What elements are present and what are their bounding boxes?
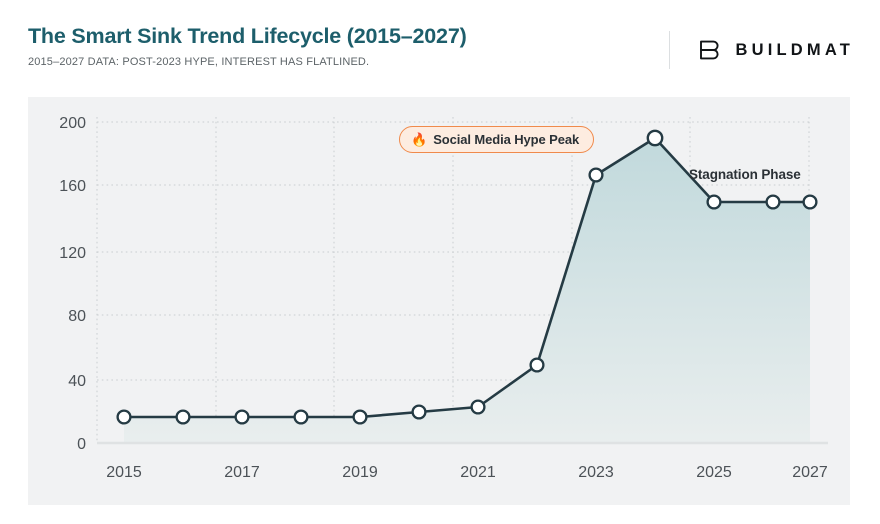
y-tick-label: 200 bbox=[59, 115, 86, 132]
y-tick-label: 80 bbox=[68, 308, 86, 325]
data-point-peak[interactable] bbox=[646, 129, 664, 147]
data-point[interactable] bbox=[765, 194, 781, 210]
data-point[interactable] bbox=[175, 409, 191, 425]
y-tick-label: 0 bbox=[77, 436, 86, 453]
data-point[interactable] bbox=[352, 409, 368, 425]
line-area-chart: 200 160 120 80 40 0 2015 2017 2019 2021 … bbox=[28, 97, 850, 505]
data-point[interactable] bbox=[802, 194, 818, 210]
x-tick-label: 2015 bbox=[106, 464, 142, 481]
data-point[interactable] bbox=[293, 409, 309, 425]
data-point-markers bbox=[116, 129, 818, 425]
x-tick-label: 2027 bbox=[792, 464, 828, 481]
x-tick-label: 2019 bbox=[342, 464, 378, 481]
page-header: The Smart Sink Trend Lifecycle (2015–202… bbox=[0, 0, 880, 95]
data-point[interactable] bbox=[116, 409, 132, 425]
grid-lines bbox=[96, 117, 810, 444]
y-tick-label: 160 bbox=[59, 178, 86, 195]
x-tick-label: 2017 bbox=[224, 464, 260, 481]
data-point[interactable] bbox=[706, 194, 722, 210]
header-text-group: The Smart Sink Trend Lifecycle (2015–202… bbox=[0, 0, 467, 68]
data-point[interactable] bbox=[529, 357, 545, 373]
brand-lockup: BUILDMAT bbox=[698, 37, 854, 63]
header-divider bbox=[669, 31, 671, 69]
data-point[interactable] bbox=[411, 404, 427, 420]
data-point[interactable] bbox=[588, 167, 604, 183]
y-axis-tick-labels: 200 160 120 80 40 0 bbox=[59, 115, 86, 453]
page-title: The Smart Sink Trend Lifecycle (2015–202… bbox=[28, 24, 467, 48]
y-tick-label: 40 bbox=[68, 373, 86, 390]
fire-icon: 🔥 bbox=[411, 132, 428, 147]
area-fill bbox=[124, 138, 810, 443]
hype-peak-annotation-badge[interactable]: 🔥 Social Media Hype Peak bbox=[399, 126, 595, 153]
y-tick-label: 120 bbox=[59, 245, 86, 262]
page-subtitle: 2015–2027 DATA: POST-2023 HYPE, INTEREST… bbox=[28, 55, 370, 68]
x-axis-tick-labels: 2015 2017 2019 2021 2023 2025 2027 bbox=[106, 464, 828, 481]
brand-name: BUILDMAT bbox=[735, 40, 854, 59]
chart-card: 200 160 120 80 40 0 2015 2017 2019 2021 … bbox=[28, 97, 850, 505]
x-tick-label: 2023 bbox=[578, 464, 614, 481]
hype-peak-annotation-label: Social Media Hype Peak bbox=[433, 132, 580, 147]
stagnation-phase-annotation-label: Stagnation Phase bbox=[689, 167, 801, 182]
x-tick-label: 2021 bbox=[460, 464, 496, 481]
buildmat-b-monogram-icon bbox=[700, 40, 720, 60]
x-tick-label: 2025 bbox=[696, 464, 732, 481]
data-point[interactable] bbox=[234, 409, 250, 425]
brand-area: BUILDMAT bbox=[669, 0, 880, 72]
data-point[interactable] bbox=[470, 399, 486, 415]
